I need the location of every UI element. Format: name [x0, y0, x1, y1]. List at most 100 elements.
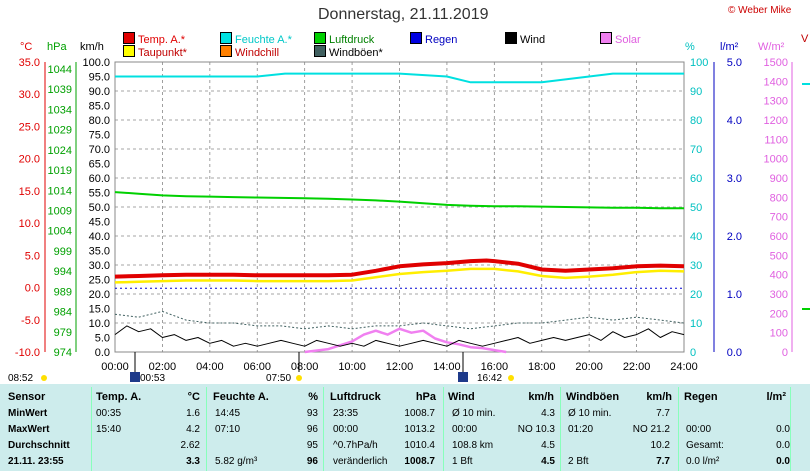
tick-label-temp: 5.0 [25, 250, 40, 262]
row-wind-value: 4.5 [541, 440, 555, 451]
tick-label-humidity: 100 [690, 57, 708, 69]
tick-label-pressure: 989 [54, 286, 72, 298]
row-wind-value: 4.5 [541, 456, 555, 467]
tick-label-humidity: 60 [690, 173, 702, 185]
sun-icon [41, 375, 47, 381]
row-gust-value: 7.7 [656, 456, 670, 467]
tick-label-wind: 85.0 [89, 101, 110, 113]
tick-label-temp: 15.0 [19, 186, 40, 198]
axis-unit-solar: W/m² [758, 41, 785, 53]
sun-icon [296, 375, 302, 381]
header-wind: Wind [448, 391, 475, 403]
tick-label-wind: 65.0 [89, 159, 110, 171]
tick-label-time: 24:00 [670, 361, 698, 373]
tick-label-pressure: 994 [54, 266, 72, 278]
tick-label-wind: 100.0 [82, 57, 110, 69]
header-rain-unit: l/m² [766, 391, 786, 403]
row-humidity-value: 96 [306, 456, 318, 467]
tick-label-solar: 1200 [764, 115, 788, 127]
tick-label-pressure: 1044 [48, 64, 72, 76]
legend-swatch [220, 45, 232, 57]
legend-item: Regen [410, 32, 458, 46]
row-wind-time: Ø 10 min. [452, 408, 496, 419]
chart-svg: °C hPa km/h% l/m² W/m² V 35.0 30.0 25.0 20.0 15.0 1… [8, 33, 810, 384]
tick-label-wind: 55.0 [89, 188, 110, 200]
row-temp-value: 4.2 [186, 424, 200, 435]
legend-item: Windchill [220, 45, 279, 59]
tick-label-temp: 30.0 [19, 89, 40, 101]
tick-label-time: 00:00 [101, 361, 129, 373]
tick-label-pressure: 1039 [48, 84, 72, 96]
tick-label-time: 14:00 [433, 361, 461, 373]
header-humidity-unit: % [308, 391, 318, 403]
row-wind-value: 4.3 [541, 408, 555, 419]
row-pressure-value: 1008.7 [404, 408, 435, 419]
row-temp-value: 3.3 [186, 456, 200, 467]
stats-panel [0, 384, 810, 471]
tick-label-humidity: 0 [690, 347, 696, 359]
header-gust: Windböen [566, 391, 620, 403]
legend-label: Regen [425, 34, 458, 46]
legend-label: Solar [615, 34, 641, 46]
tick-label-wind: 25.0 [89, 275, 110, 287]
row-wind-dir: NO 10.3 [517, 424, 555, 435]
row-gust-dir: NO 21.2 [632, 424, 670, 435]
row-pressure-value: 1010.4 [404, 440, 435, 451]
event-sunrise-label: 08:52 [8, 373, 33, 384]
tick-label-time: 08:00 [291, 361, 319, 373]
tick-label-wind: 95.0 [89, 72, 110, 84]
row-temp-value: 1.6 [186, 408, 200, 419]
tick-label-pressure: 984 [54, 307, 72, 319]
tick-label-wind: 10.0 [89, 318, 110, 330]
legend-label: Wind [520, 34, 546, 46]
row-temp-time: 00:35 [96, 408, 122, 419]
legend-item: Luftdruck [314, 32, 375, 46]
tick-label-wind: 45.0 [89, 217, 110, 229]
series-line-windben [114, 310, 685, 330]
tick-label-pressure: 1019 [48, 165, 72, 177]
row-humidity-time: 07:10 [215, 424, 241, 435]
tick-label-humidity: 70 [690, 144, 702, 156]
tick-label-humidity: 40 [690, 231, 702, 243]
tick-label-solar: 1500 [764, 57, 788, 69]
header-temp: Temp. A. [96, 391, 142, 403]
tick-label-wind: 35.0 [89, 246, 110, 258]
copyright: © Weber Mike [728, 5, 792, 16]
tick-label-solar: 200 [770, 308, 788, 320]
tick-label-rain: 3.0 [727, 173, 742, 185]
axis-unit-rain: l/m² [720, 41, 739, 53]
tick-label-solar: 1000 [764, 154, 788, 166]
tick-label-rain: 2.0 [727, 231, 742, 243]
legend-item: Solar [600, 32, 641, 46]
row-gust-value: 10.2 [650, 440, 670, 451]
tick-label-pressure: 1004 [48, 226, 72, 238]
axis-unit-wind: km/h [80, 41, 104, 53]
row-rain-value: 0.0 [776, 456, 790, 467]
series-line-solar [304, 327, 507, 354]
tick-label-wind: 60.0 [89, 173, 110, 185]
event-moonrise-label: 16:42 [477, 373, 502, 384]
axis-unit-temp: °C [20, 41, 32, 53]
tick-label-pressure: 1034 [48, 104, 72, 116]
event-moonset-label: 00:53 [140, 373, 165, 384]
legend-label: Luftdruck [329, 34, 375, 46]
axis-unit-edge: V [801, 33, 809, 45]
tick-label-time: 20:00 [575, 361, 603, 373]
tick-label-temp: 35.0 [19, 57, 40, 69]
tick-label-time: 18:00 [528, 361, 556, 373]
legend-swatch [600, 32, 612, 44]
header-temp-unit: °C [187, 391, 200, 403]
legend-swatch [123, 45, 135, 57]
tick-label-solar: 1400 [764, 76, 788, 88]
row-temp-value: 2.62 [180, 440, 200, 451]
tick-label-wind: 75.0 [89, 130, 110, 142]
tick-label-temp: -10.0 [15, 347, 40, 359]
tick-label-pressure: 1024 [48, 145, 72, 157]
tick-label-solar: 900 [770, 173, 788, 185]
tick-label-temp: 20.0 [19, 154, 40, 166]
column-divider [443, 387, 444, 471]
legend-swatch [314, 45, 326, 57]
tick-label-time: 02:00 [149, 361, 177, 373]
series-line-taupunkt [114, 267, 685, 284]
row-label: 21.11. 23:55 [8, 456, 64, 467]
